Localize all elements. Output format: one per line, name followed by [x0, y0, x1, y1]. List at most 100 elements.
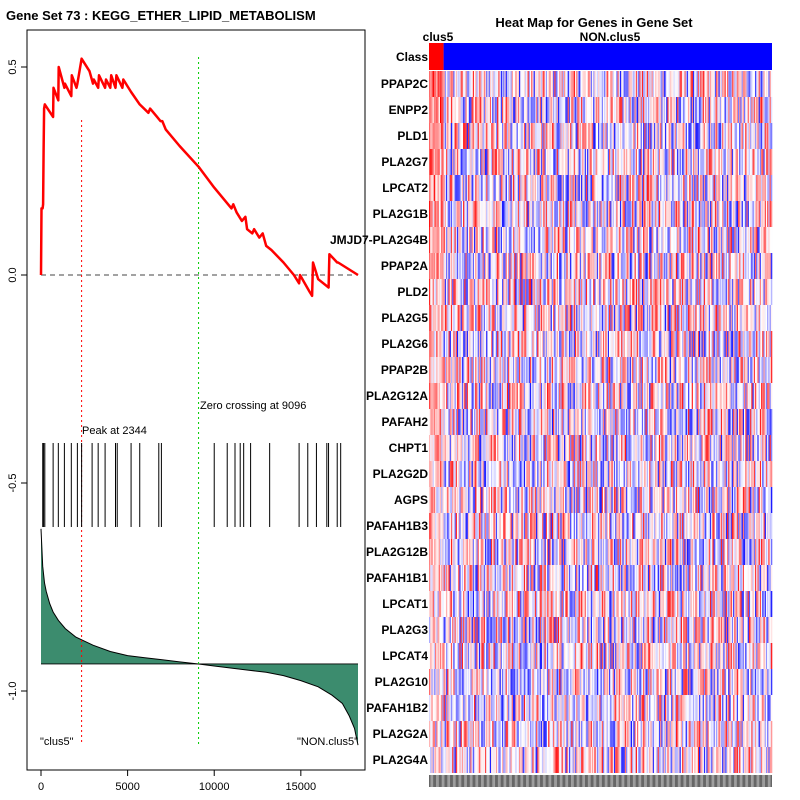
- heatmap-cell: [578, 305, 581, 331]
- heatmap-cell: [523, 435, 526, 461]
- heatmap-cell: [470, 409, 472, 435]
- heatmap-cell: [456, 383, 459, 409]
- heatmap-cell: [759, 409, 762, 435]
- heatmap-cell: [437, 227, 440, 253]
- heatmap-cell: [495, 97, 498, 123]
- heatmap-cell: [709, 97, 712, 123]
- heatmap-cell: [455, 435, 458, 461]
- heatmap-cell: [694, 123, 696, 149]
- enrichment-plot-frame: [26, 29, 366, 771]
- heatmap-cell: [688, 383, 690, 409]
- heatmap-cell: [652, 227, 655, 253]
- heatmap-cell: [484, 513, 487, 539]
- heatmap-cell: [568, 435, 571, 461]
- heatmap-cell: [770, 253, 773, 279]
- heatmap-cell: [645, 383, 648, 409]
- heatmap-cell: [650, 305, 652, 331]
- heatmap-cell: [663, 383, 666, 409]
- heatmap-cell: [574, 175, 577, 201]
- heatmap-cell: [652, 487, 655, 513]
- heatmap-cell: [724, 279, 727, 305]
- heatmap-cell: [543, 149, 545, 175]
- heatmap-cell: [706, 409, 708, 435]
- heatmap-cell: [757, 279, 759, 305]
- heatmap-cell: [677, 487, 679, 513]
- heatmap-cell: [745, 123, 747, 149]
- heatmap-cell: [549, 461, 551, 487]
- heatmap-cell: [681, 357, 684, 383]
- heatmap-cell: [600, 253, 603, 279]
- heatmap-cell: [531, 201, 533, 227]
- heatmap-cell: [534, 123, 537, 149]
- heatmap-cell: [707, 201, 710, 227]
- heatmap-cell: [562, 357, 565, 383]
- heatmap-cell: [720, 305, 723, 331]
- heatmap-cell: [512, 305, 515, 331]
- heatmap-cell: [630, 123, 633, 149]
- heatmap-row: [429, 331, 773, 357]
- heatmap-cell: [757, 227, 759, 253]
- heatmap-cell: [747, 279, 750, 305]
- heatmap-cell: [568, 305, 571, 331]
- heatmap-cell: [601, 253, 604, 279]
- heatmap-cell: [596, 279, 599, 305]
- heatmap-cell: [699, 305, 701, 331]
- heatmap-cell: [515, 123, 517, 149]
- heatmap-cell: [668, 331, 671, 357]
- heatmap-cell: [722, 383, 724, 409]
- heatmap-cell: [725, 253, 728, 279]
- heatmap-cell: [578, 123, 581, 149]
- heatmap-cell: [607, 97, 610, 123]
- heatmap-cell: [488, 253, 491, 279]
- heatmap-cell: [527, 253, 530, 279]
- heatmap-cell: [512, 253, 515, 279]
- heatmap-cell: [436, 123, 438, 149]
- heatmap-cell: [472, 383, 475, 409]
- heatmap-cell: [731, 279, 734, 305]
- heatmap-cell: [461, 461, 464, 487]
- heatmap-cell: [464, 409, 466, 435]
- heatmap-cell: [751, 279, 753, 305]
- heatmap-cell: [480, 487, 482, 513]
- heatmap-cell: [709, 279, 712, 305]
- heatmap-cell: [767, 305, 769, 331]
- heatmap-cell: [460, 253, 463, 279]
- heatmap-cell: [758, 149, 761, 175]
- heatmap-cell: [727, 487, 729, 513]
- heatmap-cell: [640, 175, 643, 201]
- heatmap-cell: [609, 383, 611, 409]
- heatmap-cell: [436, 149, 438, 175]
- heatmap-cell: [460, 227, 463, 253]
- heatmap-cell: [600, 123, 603, 149]
- heatmap-cell: [604, 357, 606, 383]
- heatmap-cell: [522, 487, 525, 513]
- heatmap-cell: [525, 435, 527, 461]
- heatmap-cell: [623, 71, 626, 97]
- heatmap-cell: [671, 123, 673, 149]
- heatmap-cell: [439, 149, 442, 175]
- heatmap-cell: [499, 201, 502, 227]
- heatmap-cell: [528, 487, 531, 513]
- heatmap-cell: [737, 357, 740, 383]
- heatmap-cell: [606, 383, 609, 409]
- heatmap-cell: [684, 435, 686, 461]
- heatmap-cell: [619, 175, 622, 201]
- heatmap-cell: [545, 201, 548, 227]
- heatmap-cell: [511, 149, 514, 175]
- heatmap-cell: [660, 253, 662, 279]
- heatmap-cell: [692, 71, 695, 97]
- heatmap-cell: [519, 201, 521, 227]
- heatmap-cell: [609, 227, 611, 253]
- heatmap-cell: [731, 227, 734, 253]
- heatmap-cell: [546, 513, 549, 539]
- heatmap-cell: [568, 71, 571, 97]
- heatmap-cell: [606, 279, 609, 305]
- heatmap-cell: [436, 331, 438, 357]
- heatmap-cell: [711, 487, 713, 513]
- heatmap-cell: [565, 253, 567, 279]
- heatmap-cell: [705, 487, 707, 513]
- heatmap-cell: [724, 357, 727, 383]
- heatmap-cell: [537, 383, 539, 409]
- heatmap-cell: [679, 461, 682, 487]
- heatmap-cell: [748, 409, 751, 435]
